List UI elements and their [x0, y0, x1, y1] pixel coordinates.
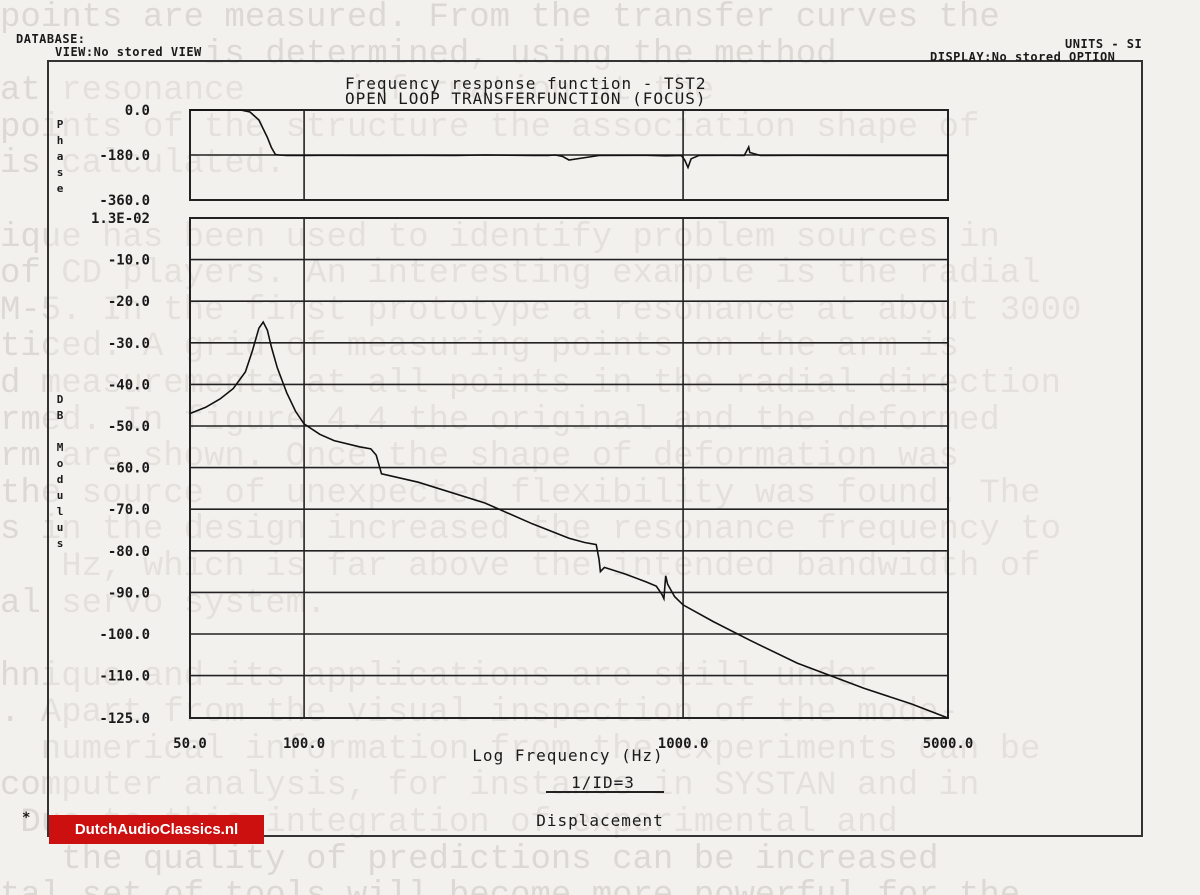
phase-y-tick-label: -180.0	[99, 148, 150, 164]
x-tick-label: 5000.0	[923, 736, 974, 752]
magnitude-y-tick-label: -20.0	[108, 294, 150, 310]
magnitude-y-tick-label: -10.0	[108, 253, 150, 269]
x-tick-label: 100.0	[283, 736, 325, 752]
magnitude-y-tick-label: -50.0	[108, 419, 150, 435]
magnitude-y-tick-label: -30.0	[108, 336, 150, 352]
watermark-badge[interactable]: DutchAudioClassics.nl	[49, 815, 264, 844]
phase-y-tick-label: -360.0	[99, 193, 150, 209]
id-label: 1/ID=3	[571, 773, 635, 792]
magnitude-y-tick-label: -100.0	[99, 627, 150, 643]
plot-sheet	[47, 60, 1143, 837]
axis-label-letter: P	[56, 118, 64, 131]
magnitude-y-tick-label: -60.0	[108, 461, 150, 477]
magnitude-series-line	[189, 320, 949, 719]
axis-label-letter: D	[56, 393, 64, 406]
displacement-label: Displacement	[536, 811, 664, 830]
x-tick-label: 1000.0	[658, 736, 709, 752]
magnitude-y-tick-label: 1.3E-02	[91, 211, 150, 227]
axis-label-letter: s	[56, 537, 64, 550]
magnitude-y-tick-label: -40.0	[108, 377, 150, 393]
axis-label-letter: l	[56, 505, 64, 518]
x-axis-label: Log Frequency (Hz)	[472, 746, 664, 765]
id-underline	[546, 791, 664, 793]
axis-label-letter: B	[56, 409, 64, 422]
axis-label-letter: d	[56, 473, 64, 486]
phase-y-tick-label: 0.0	[125, 103, 150, 119]
axis-label-letter: u	[56, 521, 64, 534]
asterisk-marker: *	[22, 810, 31, 826]
magnitude-y-tick-label: -110.0	[99, 669, 150, 685]
view-label: VIEW:No stored VIEW	[55, 45, 202, 59]
chart-subtitle: OPEN LOOP TRANSFERFUNCTION (FOCUS)	[345, 89, 707, 108]
axis-label-letter: a	[56, 150, 64, 163]
axis-label-letter: u	[56, 489, 64, 502]
axis-label-letter: o	[56, 457, 64, 470]
axis-label-letter: e	[56, 182, 64, 195]
x-tick-label: 50.0	[173, 736, 207, 752]
magnitude-y-tick-label: -90.0	[108, 585, 150, 601]
axis-label-letter: s	[56, 166, 64, 179]
magnitude-y-tick-label: -70.0	[108, 502, 150, 518]
units-label: UNITS - SI	[1065, 37, 1143, 51]
display-label: DISPLAY:No stored OPTION	[930, 50, 1116, 64]
magnitude-y-tick-label: -80.0	[108, 544, 150, 560]
axis-label-letter: M	[56, 441, 64, 454]
axis-label-letter: h	[56, 134, 64, 147]
database-label: DATABASE:	[16, 32, 86, 46]
magnitude-y-tick-label: -125.0	[99, 711, 150, 727]
phase-series-line	[190, 109, 948, 170]
chart-title: Frequency response function - TST2	[345, 74, 707, 93]
